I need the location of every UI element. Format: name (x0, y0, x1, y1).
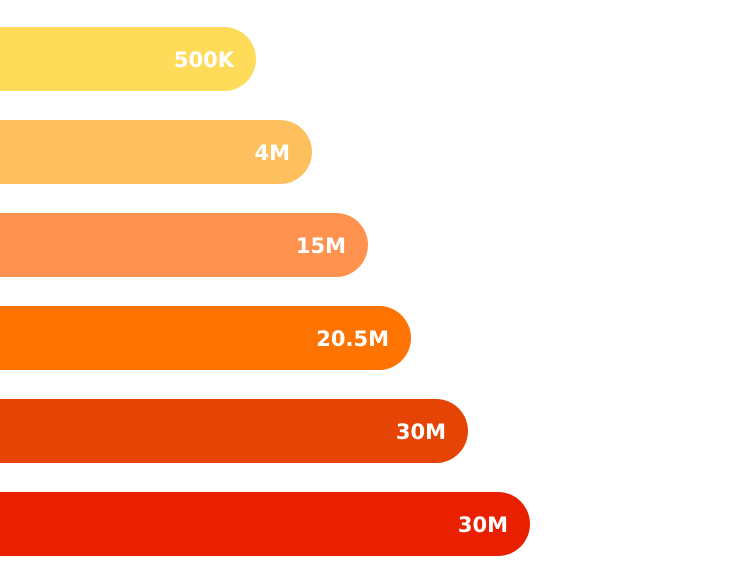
bar-6 (0, 492, 530, 556)
bar-value-label-4: 20.5M (316, 327, 389, 351)
bar-value-label-5: 30M (396, 420, 446, 444)
bar-value-label-3: 15M (296, 234, 346, 258)
bar-value-label-2: 4M (254, 141, 290, 165)
bar-4 (0, 306, 411, 370)
bar-3 (0, 213, 368, 277)
bar-2 (0, 120, 312, 184)
bar-5 (0, 399, 468, 463)
bar-group-2: 4M (0, 120, 312, 184)
bar-group-6: 30M (0, 492, 530, 556)
bar-group-3: 15M (0, 213, 368, 277)
bar-value-label-1: 500K (174, 48, 235, 72)
bar-1 (0, 27, 256, 91)
bar-value-label-6: 30M (458, 513, 508, 537)
bar-group-5: 30M (0, 399, 468, 463)
bar-group-4: 20.5M (0, 306, 411, 370)
bar-group-1: 500K (0, 27, 256, 91)
